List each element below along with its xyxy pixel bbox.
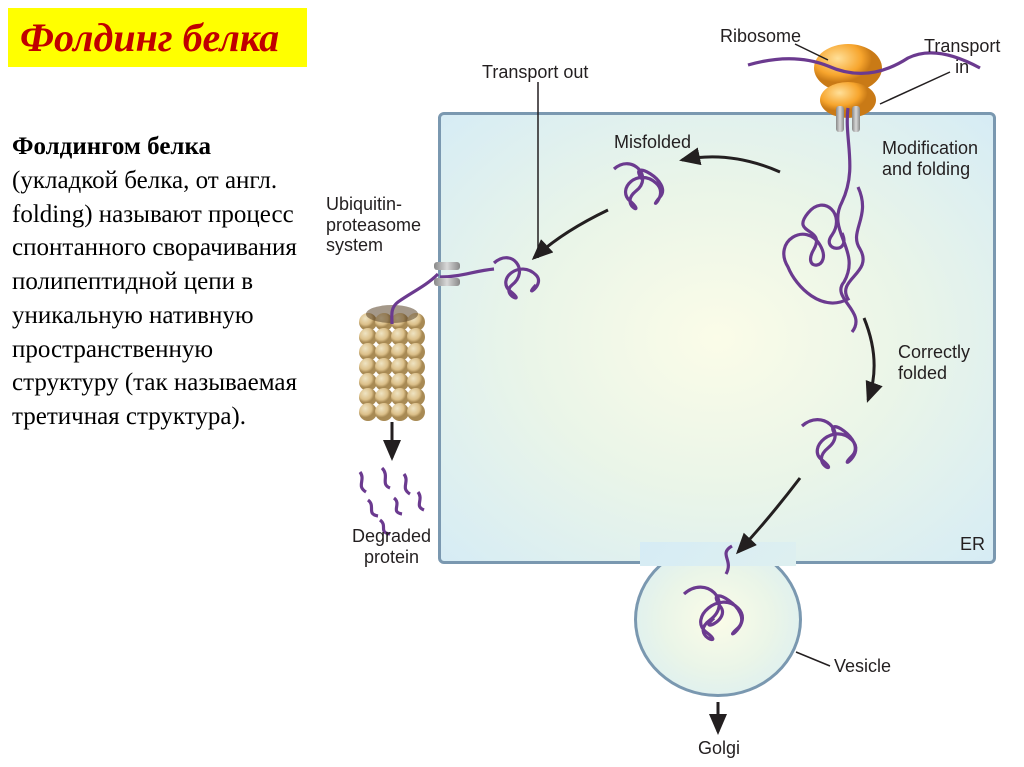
modification-folding-protein-icon: [784, 187, 863, 303]
definition-rest: (укладкой белка, от англ. folding) назыв…: [12, 167, 297, 430]
vesicle-protein-icon: [684, 546, 742, 640]
label-er: ER: [960, 534, 985, 555]
proteasome-icon: [359, 274, 438, 421]
misfolded-protein-icon: [614, 164, 663, 209]
arrow-to-ubiquitin: [534, 210, 608, 258]
arrow-to-vesicle: [738, 478, 800, 552]
definition-paragraph: Фолдингом белка (укладкой белка, от англ…: [12, 130, 310, 434]
label-modification: Modification and folding: [882, 138, 978, 179]
label-vesicle: Vesicle: [834, 656, 891, 677]
degraded-protein-icon: [360, 468, 424, 534]
label-correctly: Correctly folded: [898, 342, 970, 383]
callout-vesicle: [796, 652, 830, 666]
label-ribosome: Ribosome: [720, 26, 801, 47]
definition-bold-lead: Фолдингом белка: [12, 133, 211, 160]
page-title-banner: Фолдинг белка: [8, 8, 307, 67]
label-misfolded: Misfolded: [614, 132, 691, 153]
label-golgi: Golgi: [698, 738, 740, 759]
correctly-folded-protein-icon: [802, 420, 856, 468]
label-transport-out: Transport out: [482, 62, 588, 83]
label-ubiquitin: Ubiquitin- proteasome system: [326, 194, 421, 256]
label-transport-in: Transport in: [924, 36, 1000, 77]
label-degraded: Degraded protein: [352, 526, 431, 567]
arrow-to-misfolded: [682, 157, 780, 172]
arrow-to-correctly-folded: [864, 318, 874, 400]
protein-folding-diagram: Ribosome Transport in Transport out Misf…: [320, 22, 1020, 762]
